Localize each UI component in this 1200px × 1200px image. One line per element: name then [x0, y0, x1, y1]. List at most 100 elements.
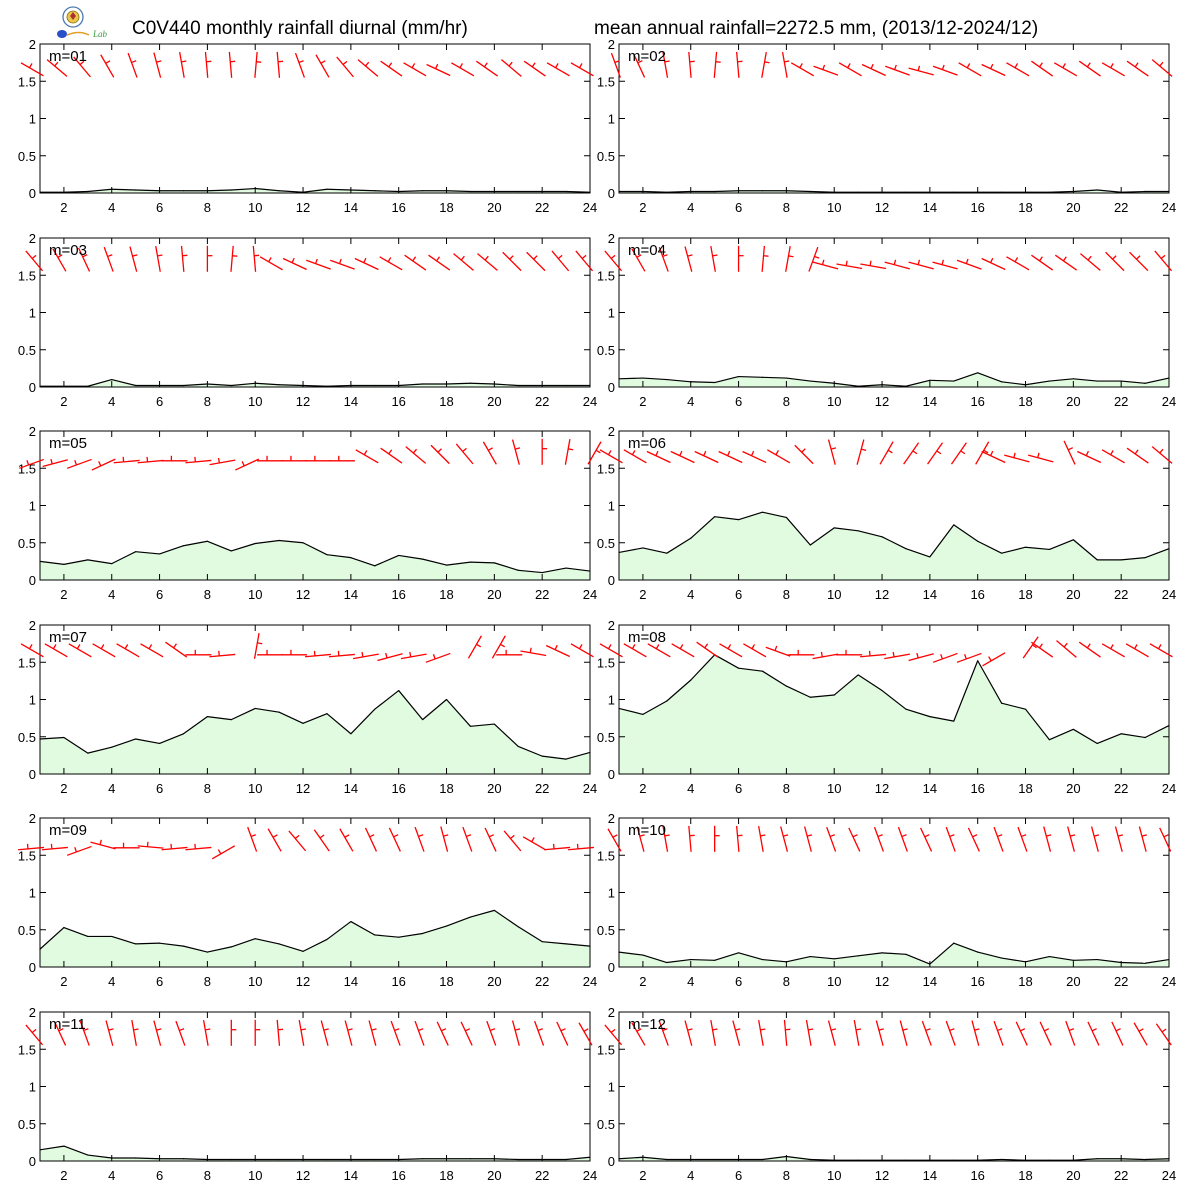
x-tick-label: 8 [204, 200, 211, 215]
x-tick-label: 18 [1018, 587, 1032, 602]
x-tick-label: 4 [687, 1168, 694, 1183]
wind-barb-flag [870, 63, 874, 69]
wind-barb [671, 643, 695, 658]
wind-barb [1078, 60, 1101, 77]
wind-barb-flag [514, 447, 521, 450]
wind-barb [1006, 256, 1030, 271]
wind-barb [662, 826, 669, 852]
wind-barb [180, 245, 185, 272]
x-tick-label: 14 [923, 781, 937, 796]
wind-barb-flag [217, 457, 221, 464]
rainfall-line-segment [374, 934, 399, 938]
wind-barb [688, 51, 692, 78]
x-tick-label: 22 [1114, 974, 1128, 989]
rainfall-area [619, 512, 1169, 580]
wind-barb [526, 251, 546, 272]
x-tick-label: 22 [1114, 394, 1128, 409]
x-tick-label: 24 [583, 587, 597, 602]
wind-barb-flag [1091, 1028, 1097, 1032]
rainfall-area [619, 654, 1169, 774]
wind-barb-flag [568, 448, 574, 451]
wind-barb [587, 441, 602, 465]
rainfall-line-segment [666, 378, 691, 383]
wind-barb-flag [28, 63, 33, 69]
rainfall-line-segment [738, 375, 763, 378]
y-tick-label: 2 [29, 811, 36, 826]
wind-barb [460, 1021, 473, 1046]
y-tick-label: 2 [608, 811, 615, 826]
wind-barb [838, 62, 862, 77]
rainfall-line-segment [63, 190, 88, 193]
wind-barb [932, 65, 958, 76]
rainfall-line-segment [977, 1158, 1002, 1161]
wind-barb [209, 459, 236, 466]
rainfall-line-segment [714, 952, 739, 961]
rainfall-line-segment [690, 654, 716, 681]
wind-barb [344, 1020, 353, 1046]
wind-barb-flag [687, 1028, 693, 1031]
wind-barb-flag [1038, 62, 1043, 68]
wind-barb-flag [338, 258, 342, 264]
wind-barb-flag [655, 644, 660, 650]
wind-barb-flag [361, 651, 364, 658]
wind-barb-flag [412, 448, 418, 454]
y-tick-label: 1 [29, 886, 36, 901]
wind-barb-flag [1068, 1028, 1075, 1032]
wind-barb-flag [31, 1028, 37, 1034]
wind-barb [20, 62, 44, 77]
rainfall-line-segment [690, 516, 716, 539]
wind-barb-flag [369, 834, 375, 838]
x-tick-label: 12 [296, 200, 310, 215]
rainfall-line-segment [762, 958, 787, 963]
x-tick-label: 4 [108, 1168, 115, 1183]
wind-barb [884, 261, 910, 270]
rainfall-line-segment [517, 926, 543, 943]
rainfall-line-segment [350, 557, 375, 567]
x-tick-label: 18 [439, 200, 453, 215]
rainfall-line-segment [929, 379, 954, 382]
wind-barb-flag [1163, 834, 1169, 838]
x-tick-label: 8 [204, 394, 211, 409]
wind-barb [575, 250, 594, 272]
wind-barb-flag [409, 651, 412, 658]
wind-barb-flag [459, 63, 464, 69]
wind-barb-flag [636, 1028, 642, 1032]
wind-barb [523, 60, 546, 77]
wind-barb [631, 248, 646, 272]
wind-barb [544, 846, 571, 851]
wind-barb-flag [830, 1028, 837, 1031]
wind-barb [520, 650, 547, 657]
x-tick-label: 18 [439, 974, 453, 989]
y-tick-label: 0 [29, 960, 36, 975]
x-tick-label: 24 [1162, 200, 1176, 215]
rainfall-line-segment [1121, 733, 1146, 739]
wind-barb [805, 1020, 812, 1046]
wind-barb-flag [1032, 644, 1037, 649]
wind-barb [993, 826, 1004, 852]
wind-barb [873, 826, 885, 852]
y-tick-label: 0 [608, 380, 615, 395]
wind-barb [794, 444, 814, 465]
wind-barb-flag [205, 1028, 211, 1031]
rainfall-line-segment [231, 542, 256, 552]
wind-barb-flag [500, 643, 506, 648]
wind-barb [950, 442, 967, 465]
rainfall-line-segment [618, 951, 643, 956]
wind-barb-flag [764, 61, 770, 64]
rainfall-line-segment [618, 547, 644, 554]
rainfall-line-segment [493, 723, 519, 747]
y-tick-label: 0.5 [597, 149, 615, 164]
rainfall-line-segment [618, 1156, 643, 1160]
rainfall-line-segment [857, 674, 883, 692]
rainfall-line-segment [786, 377, 811, 382]
wind-barb-flag [852, 834, 858, 838]
x-tick-label: 18 [439, 394, 453, 409]
wind-barb-flag [784, 60, 790, 63]
wind-barb [899, 1020, 908, 1046]
wind-barb [1126, 447, 1149, 464]
x-tick-label: 2 [639, 394, 646, 409]
rainfall-line-segment [881, 690, 907, 710]
rainfall-line-segment [618, 707, 644, 715]
